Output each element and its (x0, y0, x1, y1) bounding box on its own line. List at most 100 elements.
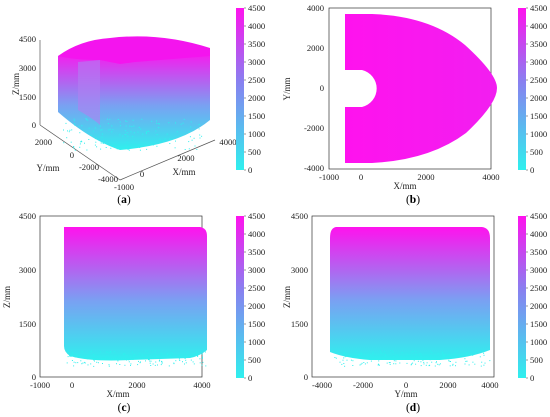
scatter-point (106, 351, 108, 353)
scatter-point (137, 364, 139, 366)
scatter-point (147, 357, 149, 359)
scatter-point (412, 350, 414, 352)
scatter-point (339, 361, 341, 363)
scatter-point (422, 359, 424, 361)
scatter-point (442, 354, 444, 356)
scatter-point (443, 357, 445, 358)
scatter-point (141, 118, 143, 120)
scatter-point (343, 351, 345, 353)
scatter-point (201, 135, 203, 137)
scatter-point (126, 120, 128, 122)
scatter-point (146, 133, 147, 134)
scatter-point (410, 364, 412, 366)
scatter-point (390, 352, 392, 354)
scatter-point (193, 137, 195, 139)
scatter-point (393, 363, 395, 365)
scatter-point (132, 119, 134, 121)
scatter-point (161, 361, 163, 363)
scatter-point (426, 354, 428, 356)
scatter-point (156, 145, 158, 147)
scatter-point (479, 356, 481, 358)
scatter-point (159, 138, 161, 140)
panel-d-xtick: 0 (404, 380, 408, 390)
colorbar-tick-label: 1500 (530, 319, 547, 329)
scatter-point (364, 363, 366, 365)
scatter-point (425, 364, 427, 366)
colorbar-tick-label: 4000 (530, 229, 547, 239)
scatter-point (379, 358, 380, 360)
scatter-point (79, 146, 81, 148)
scatter-point (171, 353, 173, 355)
scatter-point (400, 355, 402, 357)
panel-a-ytick: 0 (70, 150, 74, 160)
scatter-point (350, 359, 352, 361)
scatter-point (173, 363, 175, 365)
scatter-point (405, 358, 407, 360)
scatter-point (88, 127, 90, 129)
scatter-point (67, 356, 69, 358)
scatter-point (194, 353, 196, 354)
scatter-point (63, 142, 65, 144)
panel-d-ylabel: Z/mm (282, 286, 292, 308)
scatter-point (372, 353, 374, 355)
scatter-point (151, 120, 153, 122)
scatter-point (117, 119, 119, 120)
colorbar-tick-label: 4000 (530, 21, 547, 31)
scatter-point (164, 138, 166, 140)
panel-a-ytick: 2000 (35, 137, 52, 147)
scatter-point (155, 357, 157, 359)
scatter-point (188, 131, 190, 133)
scatter-point (392, 355, 394, 357)
scatter-point (190, 126, 192, 128)
panel-b-ylabel: Y/mm (282, 77, 292, 100)
scatter-point (199, 137, 201, 139)
scatter-point (417, 360, 419, 362)
scatter-point (196, 350, 198, 352)
scatter-point (107, 118, 108, 120)
scatter-point (436, 361, 437, 363)
colorbar-panel-d: 0 500 1000 1500 2000 2500 3000 3500 4000 4500 (518, 211, 547, 383)
scatter-point (90, 363, 92, 365)
panel-a-top-cap (58, 36, 210, 64)
scatter-point (173, 350, 175, 352)
scatter-point (68, 350, 69, 352)
scatter-point (357, 354, 359, 356)
scatter-point (96, 361, 98, 363)
colorbar-tick-label: 2000 (530, 93, 547, 103)
panel-a-ztick: 3000 (19, 63, 36, 73)
colorbar-tick-label: 3500 (530, 39, 547, 49)
scatter-point (372, 351, 374, 353)
scatter-point (345, 355, 347, 357)
scatter-point (138, 144, 140, 146)
scatter-point (63, 129, 64, 131)
panel-c-xtick: 0 (70, 380, 74, 390)
scatter-point (377, 364, 379, 366)
scatter-point (134, 354, 135, 356)
scatter-point (125, 134, 127, 136)
scatter-point (107, 351, 109, 353)
scatter-point (149, 362, 151, 364)
scatter-point (130, 131, 132, 133)
scatter-point (475, 352, 476, 354)
scatter-point (73, 146, 74, 148)
scatter-point (190, 359, 192, 361)
scatter-point (204, 351, 206, 353)
scatter-point (397, 355, 399, 357)
scatter-point (90, 134, 92, 136)
colorbar-tick-label: 2500 (530, 283, 547, 293)
colorbar-tick-label: 1000 (248, 337, 265, 347)
colorbar-tick-label: 3000 (248, 57, 265, 67)
colorbar-gradient (236, 216, 244, 378)
scatter-point (127, 358, 129, 360)
scatter-point (444, 355, 446, 357)
scatter-point (428, 356, 430, 358)
scatter-point (183, 118, 185, 120)
scatter-point (167, 355, 169, 357)
scatter-point (112, 129, 114, 131)
scatter-point (360, 352, 362, 354)
scatter-point (189, 136, 191, 138)
scatter-point (146, 131, 148, 133)
panel-b-xlabel: X/mm (393, 181, 416, 191)
caption-b: (b) (406, 194, 420, 206)
scatter-point (169, 355, 170, 357)
